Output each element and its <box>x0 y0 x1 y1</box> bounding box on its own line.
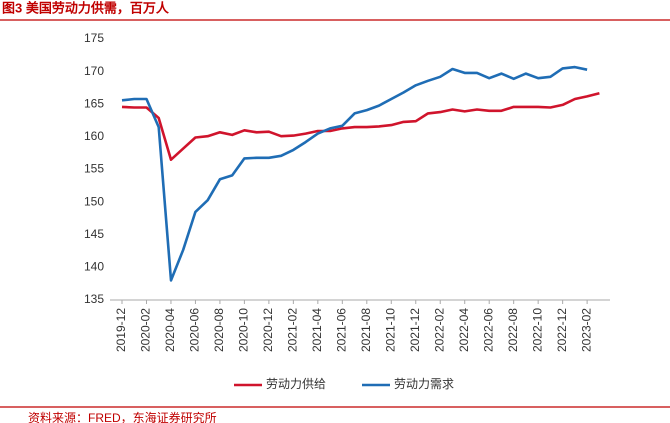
chart-title: 图3 美国劳动力供需，百万人 <box>2 0 170 15</box>
x-tick-label: 2020-06 <box>188 308 202 352</box>
y-tick-label: 165 <box>84 96 104 110</box>
y-tick-label: 135 <box>84 292 104 306</box>
x-tick-label: 2021-04 <box>310 308 324 352</box>
line <box>121 65 588 282</box>
x-tick-label: 2020-02 <box>139 308 153 352</box>
line <box>121 91 600 161</box>
x-tick-label: 2020-04 <box>163 308 177 352</box>
x-tick-label: 2022-02 <box>432 308 446 352</box>
x-tick-label: 2021-06 <box>334 308 348 352</box>
legend-label: 劳动力需求 <box>394 377 454 391</box>
x-tick-label: 2021-08 <box>359 308 373 352</box>
x-tick-label: 2019-12 <box>114 308 128 352</box>
x-tick-label: 2021-02 <box>286 308 300 352</box>
x-tick-label: 2022-12 <box>555 308 569 352</box>
x-tick-label: 2022-04 <box>457 308 471 352</box>
x-tick-label: 2022-10 <box>530 308 544 352</box>
x-tick-label: 2021-10 <box>383 308 397 352</box>
x-tick-label: 2022-08 <box>506 308 520 352</box>
source: 资料来源：FRED，东海证券研究所 <box>28 410 217 423</box>
x-tick-label: 2020-10 <box>237 308 251 352</box>
x-tick-label: 2023-02 <box>579 308 593 352</box>
y-tick-label: 150 <box>84 194 104 208</box>
x-tick-label: 2020-12 <box>261 308 275 352</box>
y-tick-label: 160 <box>84 129 104 143</box>
y-tick-label: 155 <box>84 162 104 176</box>
y-tick-label: 175 <box>84 31 104 45</box>
x-tick-label: 2021-12 <box>408 308 422 352</box>
y-tick-label: 170 <box>84 64 104 78</box>
x-tick-label: 2020-08 <box>212 308 226 352</box>
x-tick-label: 2022-06 <box>481 308 495 352</box>
legend-label: 劳动力供给 <box>266 377 326 391</box>
y-tick-label: 140 <box>84 260 104 274</box>
y-tick-label: 145 <box>84 227 104 241</box>
